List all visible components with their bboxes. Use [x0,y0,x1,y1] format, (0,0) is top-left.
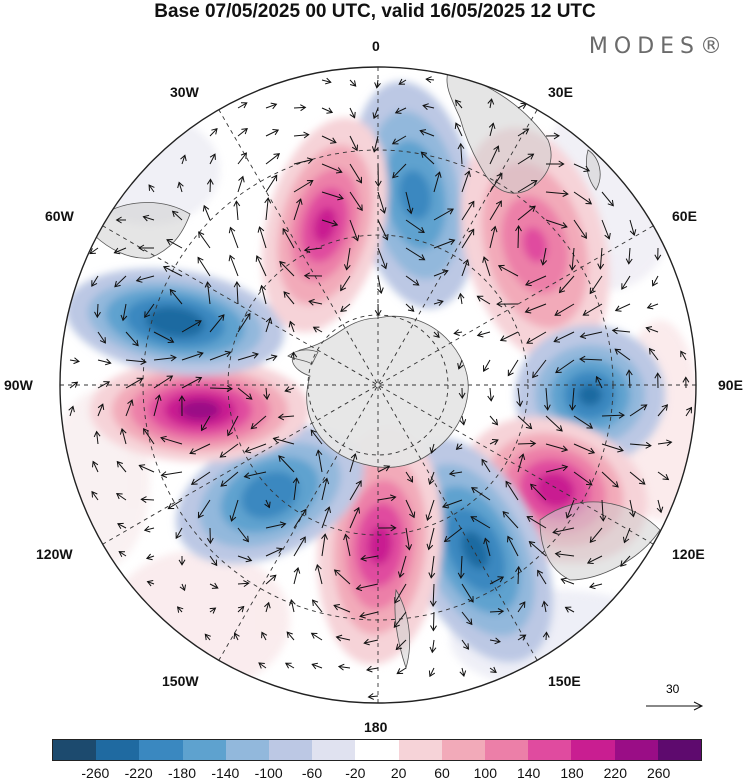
lon-label-90w: 90W [4,377,33,393]
south-america [94,202,191,259]
wind-vectors [68,76,693,700]
colorbar-tick-label: -180 [167,765,197,781]
lon-label-150e: 150E [548,673,581,689]
colorbar-tick-label: 260 [646,765,671,781]
reference-arrow-icon [646,701,704,711]
colorbar-tick-label: 220 [603,765,628,781]
colorbar [52,739,702,761]
colorbar-swatch [614,740,658,760]
reference-vector: 30 [646,682,706,712]
reference-vector-label: 30 [666,682,680,696]
lon-label-30e: 30E [548,84,573,100]
modes-logo: MODES® [588,34,728,59]
anomaly-cell-positive [90,358,310,462]
lon-label-60w: 60W [45,208,74,224]
colorbar-swatch [485,740,529,760]
lon-label-0: 0 [372,38,380,54]
lon-label-120e: 120E [672,546,705,562]
colorbar-swatch [269,740,313,760]
colorbar-tick-label: -100 [254,765,283,781]
colorbar-tick-label: 60 [434,765,450,781]
colorbar-swatch [139,740,183,760]
new-zealand [394,588,411,670]
colorbar-tick-label: 20 [390,765,407,781]
colorbar-tick-label: -20 [345,765,366,781]
colorbar-tick-label: 140 [516,765,541,781]
lon-label-60e: 60E [672,208,697,224]
australia [539,501,661,581]
colorbar-swatch [528,740,572,760]
colorbar-swatch [657,740,702,760]
colorbar-tick-label: 100 [473,765,498,781]
lon-label-90e: 90E [718,377,743,393]
colorbar-tick-label: -260 [81,765,110,781]
map-border [59,66,697,704]
landmasses [94,71,661,670]
colorbar-swatch [96,740,140,760]
anomaly-cell-negative [65,268,285,376]
anomaly-cell-positive [262,117,388,333]
colorbar-swatch [571,740,615,760]
colorbar-swatch [182,740,226,760]
colorbar-swatch [398,740,442,760]
chart-title: Base 07/05/2025 00 UTC, valid 16/05/2025… [154,1,596,22]
madagascar [586,149,601,191]
colorbar-ticks: -260 -220 -180 -140 -100 -60 -20 20 60 100 140 180 2… [52,765,702,783]
antarctic-peninsula [287,349,319,365]
lon-label-180: 180 [364,719,388,735]
colorbar-tick-label: -220 [124,765,153,781]
lon-label-150w: 150W [162,673,199,689]
lon-label-120w: 120W [36,546,73,562]
lon-label-30w: 30W [170,84,199,100]
colorbar-tick-label: -60 [301,765,323,781]
colorbar-swatch [355,740,399,760]
colorbar-tick-label: 180 [560,765,584,781]
colorbar-swatch [225,740,270,760]
colorbar-swatch [441,740,486,760]
africa [446,71,552,194]
colorbar-swatch [53,740,97,760]
colorbar-tick-label: -140 [211,765,240,781]
colorbar-swatch [312,740,356,760]
